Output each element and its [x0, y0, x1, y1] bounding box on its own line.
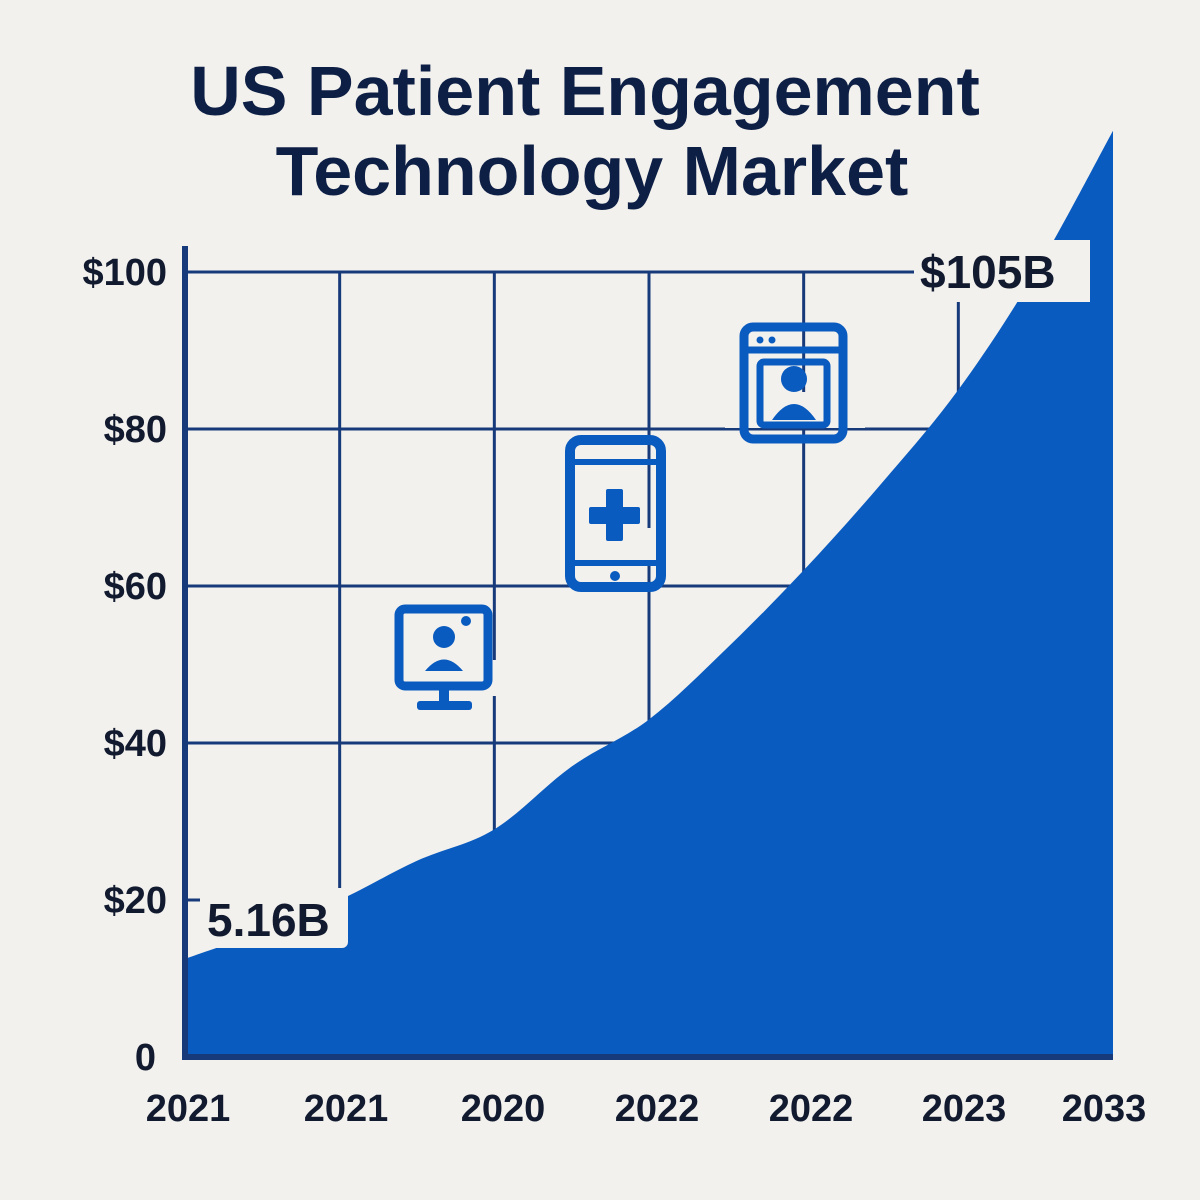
- end-value-annotation: $105B: [920, 246, 1056, 298]
- chart-title-line-2: Technology Market: [276, 132, 909, 210]
- x-tick-label: 2021: [146, 1088, 231, 1130]
- patient-portal-window-icon: [725, 322, 865, 444]
- x-tick-label: 2023: [922, 1088, 1007, 1130]
- x-tick-label: 2021: [304, 1088, 389, 1130]
- y-axis-tick-labels: 0 $20 $40 $60 $80 $100: [82, 252, 167, 1079]
- y-tick-label: $80: [104, 409, 167, 451]
- start-annotation-background: [200, 888, 348, 948]
- x-tick-label: 2020: [461, 1088, 546, 1130]
- end-annotation-background: [914, 240, 1090, 302]
- start-value-annotation: 5.16B: [207, 894, 330, 946]
- medical-smartphone-icon: [553, 435, 678, 592]
- x-tick-label: 2022: [615, 1088, 700, 1130]
- y-tick-label: 0: [135, 1037, 156, 1079]
- video-call-monitor-icon: [372, 604, 512, 710]
- chart-title-line-1: US Patient Engagement: [190, 52, 980, 130]
- y-tick-label: $100: [82, 252, 167, 294]
- y-tick-label: $40: [104, 723, 167, 765]
- x-axis-tick-labels: 2021 2021 2020 2022 2022 2023 2033: [146, 1088, 1147, 1130]
- x-tick-label: 2022: [769, 1088, 854, 1130]
- axes: [182, 246, 1113, 1060]
- x-tick-label: 2033: [1062, 1088, 1147, 1130]
- y-tick-label: $20: [104, 880, 167, 922]
- market-size-area: [185, 130, 1113, 1057]
- y-tick-label: $60: [104, 566, 167, 608]
